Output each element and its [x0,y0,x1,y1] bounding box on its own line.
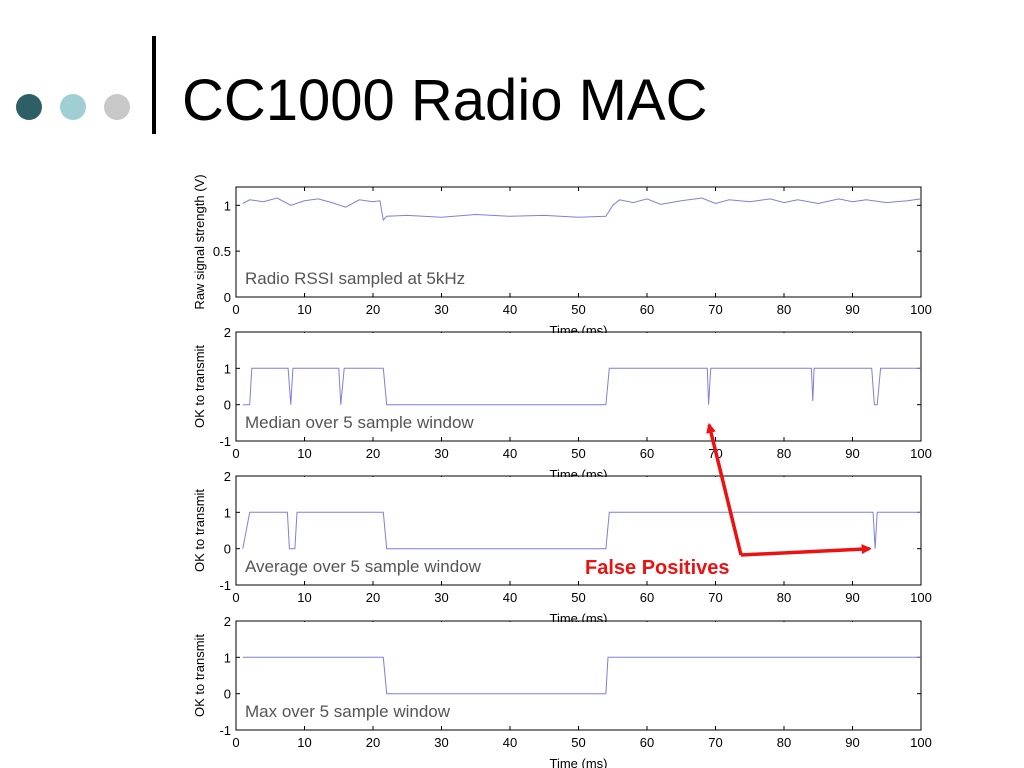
y-tick-label: -1 [219,434,231,449]
x-tick-label: 20 [366,590,380,605]
false-positives-label: False Positives [585,557,730,579]
x-tick-label: 90 [845,735,859,750]
x-tick-label: 60 [640,446,654,461]
x-tick-label: 40 [503,735,517,750]
x-tick-label: 70 [708,302,722,317]
x-tick-label: 0 [232,446,239,461]
callout-arrow-2 [740,544,872,557]
y-tick-label: 0 [224,542,231,557]
y-tick-label: 2 [224,469,231,484]
bullet-dot-dark [16,94,42,120]
x-tick-label: 10 [297,735,311,750]
y-tick-label: 0 [224,687,231,702]
panel-overlap-mask [237,622,920,628]
x-tick-label: 60 [640,590,654,605]
y-tick-label: -1 [219,578,231,593]
x-tick-label: 60 [640,302,654,317]
y-tick-label: -1 [219,723,231,738]
false-positives-callout: False Positives [585,422,872,579]
x-tick-label: 100 [910,735,932,750]
x-tick-label: 100 [910,590,932,605]
plot-annotation: Median over 5 sample window [245,413,474,432]
y-axis-label: OK to transmit [192,634,207,717]
x-tick-label: 50 [571,302,585,317]
x-tick-label: 90 [845,590,859,605]
x-tick-label: 20 [366,302,380,317]
x-tick-label: 40 [503,302,517,317]
x-tick-label: 30 [434,590,448,605]
series-line-1 [242,511,921,550]
plot-annotation: Max over 5 sample window [245,702,451,721]
x-tick-label: 50 [571,446,585,461]
y-tick-label: 0 [224,398,231,413]
x-tick-label: 20 [366,735,380,750]
x-tick-label: 10 [297,446,311,461]
series-line-1 [242,656,921,695]
y-tick-label: 2 [224,614,231,629]
y-tick-label: 2 [224,325,231,340]
x-tick-label: 70 [708,735,722,750]
x-tick-label: 30 [434,735,448,750]
x-tick-label: 100 [910,302,932,317]
x-tick-label: 80 [777,302,791,317]
x-tick-label: 60 [640,735,654,750]
bullet-dot-teal [60,94,86,120]
series-line-1 [242,197,922,222]
y-tick-label: 0 [224,290,231,305]
y-axis-label: OK to transmit [192,345,207,428]
panel-overlap-mask [237,477,920,483]
panel-overlap-mask [237,333,920,339]
plot-annotation: Radio RSSI sampled at 5kHz [245,269,465,288]
title-divider [152,36,156,134]
x-tick-label: 70 [708,590,722,605]
x-tick-label: 80 [777,735,791,750]
callout-arrow-1 [706,422,743,556]
series-line-1 [242,367,921,406]
y-tick-label: 1 [224,505,231,520]
x-tick-label: 40 [503,590,517,605]
x-tick-label: 10 [297,590,311,605]
x-tick-label: 0 [232,735,239,750]
x-tick-label: 0 [232,590,239,605]
x-tick-label: 30 [434,446,448,461]
y-tick-label: 1 [224,361,231,376]
x-tick-label: 80 [777,590,791,605]
x-tick-label: 20 [366,446,380,461]
x-tick-label: 40 [503,446,517,461]
x-tick-label: 50 [571,590,585,605]
x-tick-label: 50 [571,735,585,750]
x-tick-label: 30 [434,302,448,317]
slide-title: CC1000 Radio MAC [182,68,708,133]
y-axis-label: OK to transmit [192,489,207,572]
x-tick-label: 90 [845,446,859,461]
x-tick-label: 80 [777,446,791,461]
y-tick-label: 1 [224,650,231,665]
x-axis-label: Time (ms) [549,756,607,768]
bullet-dot-gray [104,94,130,120]
x-tick-label: 0 [232,302,239,317]
x-tick-label: 100 [910,446,932,461]
y-tick-label: 1 [224,198,231,213]
y-tick-label: 0.5 [213,244,231,259]
x-tick-label: 90 [845,302,859,317]
x-tick-label: 10 [297,302,311,317]
y-axis-label: Raw signal strength (V) [192,174,207,309]
plot-annotation: Average over 5 sample window [245,557,482,576]
